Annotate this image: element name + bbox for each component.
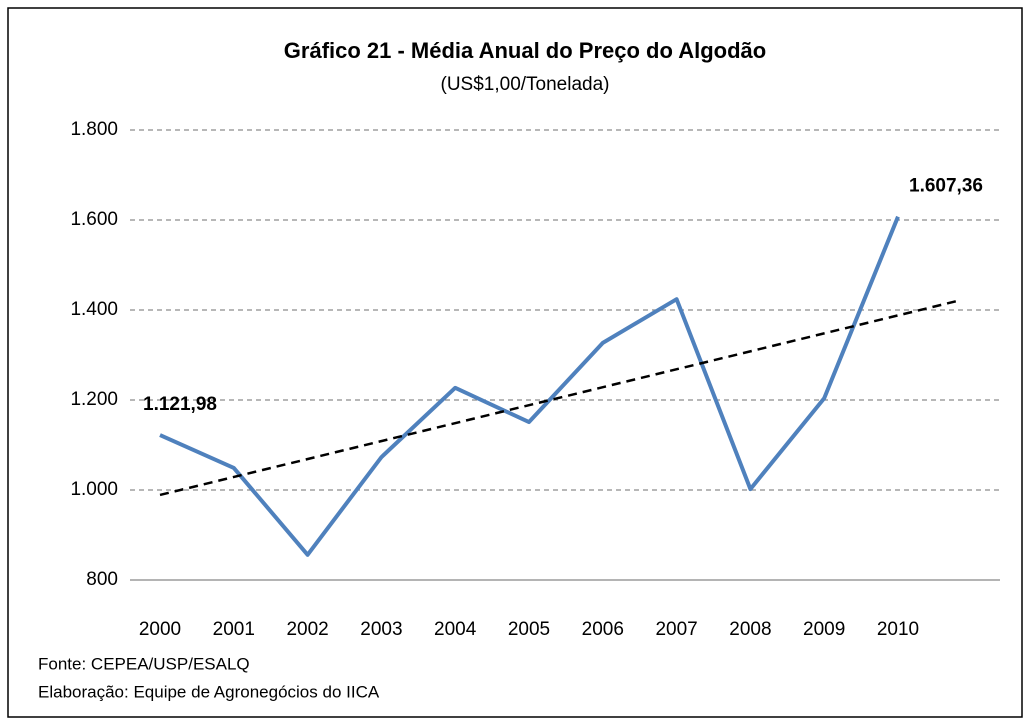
y-tick-label: 1.000 xyxy=(70,479,118,500)
x-tick-label: 2001 xyxy=(213,619,255,640)
source-note: Fonte: CEPEA/USP/ESALQ xyxy=(38,654,250,673)
chart-frame xyxy=(7,7,1023,718)
x-tick-label: 2003 xyxy=(360,619,402,640)
y-tick-label: 1.600 xyxy=(70,209,118,230)
x-tick-label: 2008 xyxy=(729,619,771,640)
x-tick-label: 2007 xyxy=(655,619,697,640)
y-tick-label: 800 xyxy=(86,569,118,590)
x-tick-label: 2004 xyxy=(434,619,477,640)
y-tick-label: 1.200 xyxy=(70,389,118,410)
x-tick-label: 2009 xyxy=(803,619,845,640)
y-tick-label: 1.800 xyxy=(70,119,118,140)
chart-title: Gráfico 21 - Média Anual do Preço do Alg… xyxy=(284,38,766,63)
y-tick-label: 1.400 xyxy=(70,299,118,320)
data-label: 1.607,36 xyxy=(909,176,983,197)
x-tick-label: 2002 xyxy=(286,619,328,640)
chart-subtitle: (US$1,00/Tonelada) xyxy=(441,74,610,95)
x-tick-label: 2006 xyxy=(582,619,624,640)
data-line xyxy=(159,215,900,557)
data-label: 1.121,98 xyxy=(143,394,217,415)
x-tick-label: 2010 xyxy=(877,619,919,640)
x-tick-label: 2000 xyxy=(139,619,181,640)
source-note: Elaboração: Equipe de Agronegócios do II… xyxy=(38,682,380,701)
x-tick-label: 2005 xyxy=(508,619,550,640)
trend-line xyxy=(159,298,962,497)
